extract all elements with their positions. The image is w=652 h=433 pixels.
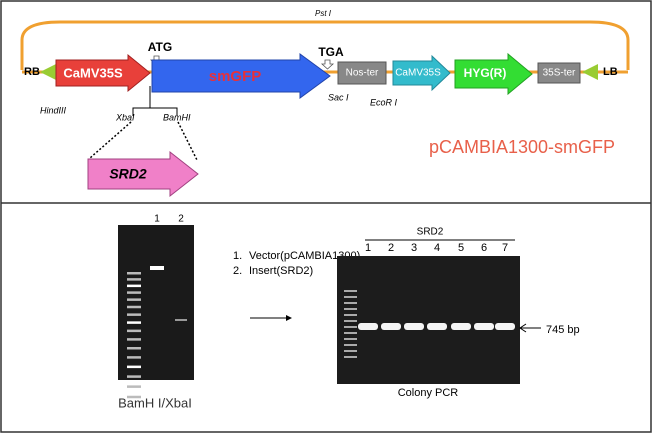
promoter-label: CaMV35S (63, 65, 123, 80)
rb-border (40, 64, 56, 80)
lane-label: 5 (458, 242, 464, 254)
ladder-band (344, 320, 357, 322)
band-label: 745 bp (546, 324, 580, 336)
lane-label: 6 (481, 242, 487, 254)
selection-label: HYG(R) (464, 66, 507, 80)
lane-label: 4 (434, 242, 440, 254)
ladder-band (344, 332, 357, 334)
ladder-band (344, 338, 357, 340)
terminator-box (337, 61, 387, 85)
codon-arrow (320, 59, 335, 70)
promoter2-arrow (392, 54, 451, 92)
ladder-band (127, 329, 141, 333)
gene-label: smGFP (209, 68, 262, 85)
band (381, 323, 401, 330)
lane-label: 2 (178, 214, 184, 225)
lane-label: 1 (365, 242, 371, 254)
band (427, 323, 447, 330)
ladder-band (127, 278, 141, 281)
rb-label: RB (24, 66, 40, 78)
gel-caption: BamH I/XbaI (118, 395, 192, 410)
ladder-band (127, 385, 141, 388)
site-label: EcoR I (370, 97, 398, 107)
terminator-label: Nos-ter (346, 68, 379, 79)
pcr-gel (337, 256, 520, 384)
ladder-band (127, 291, 141, 294)
ladder-band (127, 313, 141, 316)
vector-name: pCAMBIA1300-smGFP (429, 137, 615, 157)
selection-arrow (454, 52, 533, 96)
ladder-band (127, 298, 141, 301)
ladder-band (344, 290, 357, 292)
ladder-band (344, 314, 357, 316)
band (404, 323, 424, 330)
gel-image (337, 256, 520, 384)
gel-caption: Colony PCR (398, 387, 459, 399)
ladder-band (127, 395, 141, 399)
bracket (132, 107, 178, 116)
site-label: Sac I (328, 92, 349, 102)
ladder-band (127, 375, 141, 378)
band (474, 323, 494, 330)
process-arrowhead (286, 315, 292, 321)
ladder-band (127, 356, 141, 359)
lb-label: LB (603, 66, 618, 78)
ladder-band (127, 272, 141, 275)
ladder-band (344, 326, 357, 328)
ladder-band (344, 344, 357, 346)
band (495, 323, 515, 330)
ladder-band (127, 305, 141, 309)
construct-map: Pst I RB LB CaMV35S ATG smGFP TGA Nos-te… (20, 9, 630, 198)
lane-label: 7 (502, 242, 508, 254)
gel-image (118, 225, 194, 380)
ladder-band (127, 347, 141, 350)
dotted-line (89, 121, 132, 159)
band (150, 266, 164, 270)
site-label: XbaI (115, 112, 135, 122)
ladder-band (127, 321, 141, 324)
ladder-band (344, 296, 357, 298)
lane-label: 3 (411, 242, 417, 254)
legend-number: 2. (233, 265, 242, 277)
codon-label: TGA (318, 45, 344, 59)
legend-number: 1. (233, 250, 242, 262)
dotted-line (177, 121, 198, 161)
site-label: Pst I (315, 9, 332, 18)
lane-label: 2 (388, 242, 394, 254)
ladder-band (344, 350, 357, 352)
ladder-band (344, 356, 357, 358)
promoter2-label: CaMV35S (395, 68, 441, 79)
digest-gel (118, 225, 194, 399)
site-label: HindIII (40, 105, 67, 115)
insert-arrow (87, 150, 199, 198)
band-pointer-head (519, 323, 527, 333)
ladder-band (344, 308, 357, 310)
backbone-arc (20, 20, 630, 70)
ladder-band (127, 338, 141, 341)
insert-label: SRD2 (109, 166, 147, 182)
promoter-arrow (55, 53, 151, 93)
band (175, 319, 187, 321)
terminator2-box (537, 62, 581, 84)
ladder-band (344, 302, 357, 304)
ladder-band (127, 365, 141, 369)
legend-label: Insert(SRD2) (249, 265, 313, 277)
ladder-band (127, 284, 141, 288)
gel-header: SRD2 (417, 227, 444, 238)
codon-label: ATG (148, 40, 172, 54)
band (358, 323, 378, 330)
lb-border (582, 64, 598, 80)
band (451, 323, 471, 330)
legend-label: Vector(pCAMBIA1300) (249, 250, 360, 262)
lane-label: 1 (154, 214, 160, 225)
terminator2-label: 35S-ter (543, 68, 576, 79)
site-label: BamHI (163, 112, 191, 122)
gene-arrow (151, 53, 331, 99)
